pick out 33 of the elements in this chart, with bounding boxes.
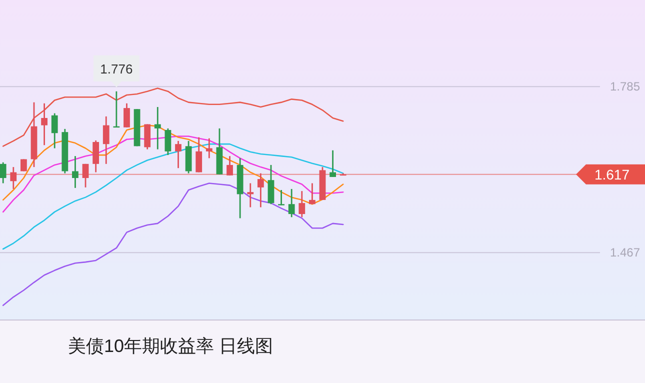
candlestick: [175, 140, 182, 169]
candlestick: [268, 164, 274, 205]
text: 美债10年期收益率 日线图: [68, 336, 274, 356]
line-series: [2, 143, 344, 250]
candlestick: [247, 182, 254, 208]
candlestick: [10, 166, 17, 190]
candlestick: [144, 124, 151, 150]
annotation: 1.776: [100, 61, 133, 76]
candlestick: [309, 182, 316, 205]
candlestick: [102, 116, 110, 165]
candlestick: [226, 155, 233, 176]
line-series: [2, 124, 344, 205]
candlestick: [92, 140, 100, 173]
ref-line-label: 1.617: [594, 166, 630, 182]
candlestick: [82, 163, 89, 188]
candlestick: [20, 158, 27, 172]
candlestick: [164, 128, 172, 156]
candlestick: [257, 172, 264, 208]
candlestick: [278, 189, 284, 206]
candlestick: [298, 190, 306, 218]
candlestick: [41, 102, 48, 146]
candlestick: [0, 162, 6, 184]
candlestick: [288, 188, 295, 218]
candlestick: [124, 102, 130, 128]
candlestick: [51, 112, 58, 149]
candlestick: [154, 106, 161, 150]
candlestick: [206, 138, 212, 159]
candlestick: [196, 136, 202, 173]
candlestick: [330, 150, 336, 178]
y-tick-label: 1.785: [610, 80, 640, 94]
y-tick-label: 1.467: [610, 246, 640, 260]
line-series: [2, 88, 344, 147]
candlestick: [72, 155, 78, 189]
